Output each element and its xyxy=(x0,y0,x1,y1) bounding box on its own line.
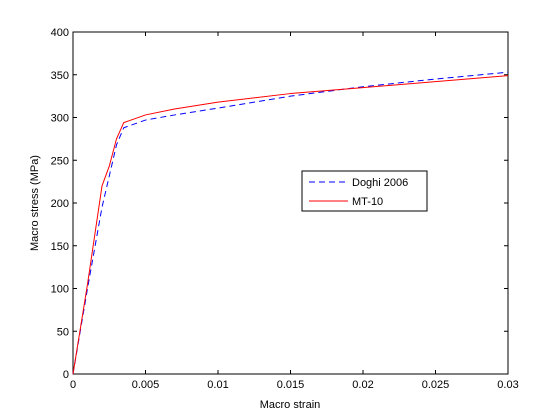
y-tick-label: 50 xyxy=(57,326,69,338)
series-line-doghi-2006 xyxy=(72,71,509,375)
y-tick-label: 400 xyxy=(51,27,69,39)
x-tick-label: 0 xyxy=(70,379,76,391)
plot-area xyxy=(72,31,509,375)
x-tick-label: 0.005 xyxy=(132,379,160,391)
y-tick-label: 150 xyxy=(51,241,69,253)
legend-label-doghi-2006: Doghi 2006 xyxy=(352,177,408,189)
x-axis-label: Macro strain xyxy=(260,399,321,411)
legend-label-mt-10: MT-10 xyxy=(352,196,383,208)
y-axis-label: Macro stress (MPa) xyxy=(29,155,41,251)
legend-box xyxy=(301,170,428,212)
series-line-mt-10 xyxy=(72,75,509,375)
x-tick-label: 0.015 xyxy=(277,379,305,391)
x-tick-label: 0.02 xyxy=(352,379,373,391)
y-axis-ticks: 0 50 100 150 200 250 300 350 400 xyxy=(51,27,508,381)
legend: Doghi 2006 MT-10 xyxy=(301,170,428,212)
x-tick-label: 0.03 xyxy=(497,379,518,391)
series-layer xyxy=(72,71,509,375)
x-tick-label: 0.025 xyxy=(422,379,450,391)
y-tick-label: 100 xyxy=(51,284,69,296)
y-tick-label: 300 xyxy=(51,113,69,125)
y-tick-label: 200 xyxy=(51,198,69,210)
x-axis-ticks: 0 0.005 0.01 0.015 0.02 0.025 0.03 xyxy=(70,32,519,391)
y-tick-label: 0 xyxy=(63,369,69,381)
y-tick-label: 350 xyxy=(51,70,69,82)
y-tick-label: 250 xyxy=(51,155,69,167)
x-tick-label: 0.01 xyxy=(207,379,228,391)
